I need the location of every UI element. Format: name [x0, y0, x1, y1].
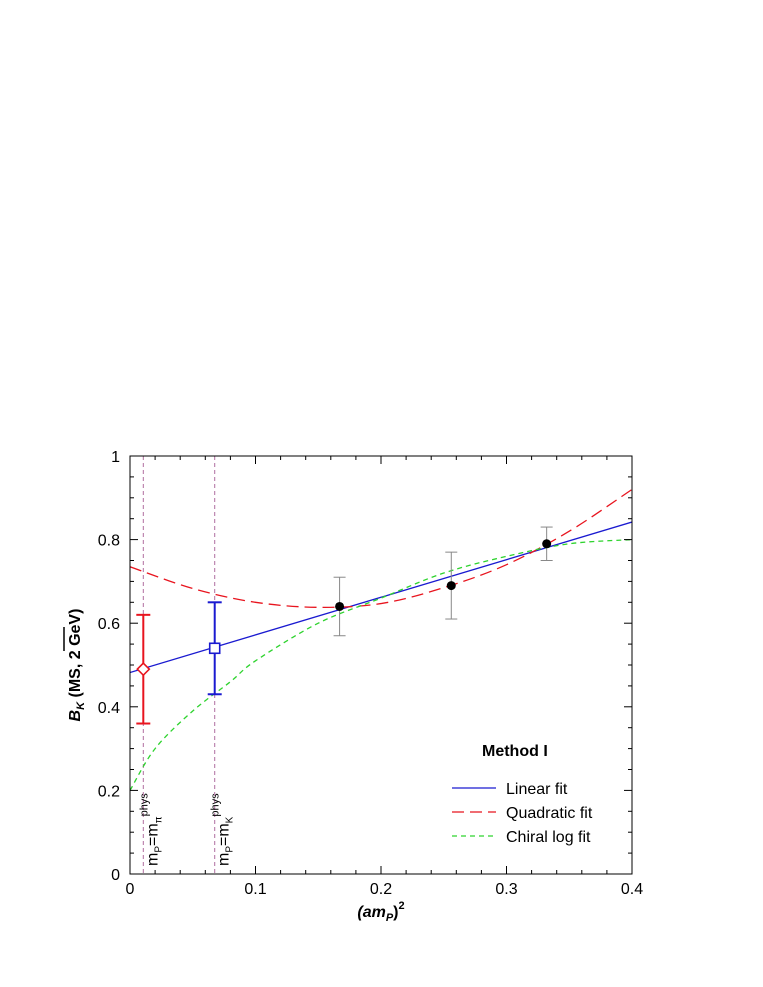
legend: Method I Linear fit Quadratic fit Chiral lo… [452, 743, 593, 846]
vline-label-1: mP=mKphys [210, 793, 236, 866]
reference-lines: mP=mπphys mP=mKphys [138, 456, 236, 874]
legend-label-1: Quadratic fit [506, 805, 593, 822]
y-tick-label: 0.2 [98, 783, 120, 800]
vline-label-0: mP=mπphys [138, 793, 164, 866]
data-point-1 [445, 551, 458, 620]
extrapolated-point-1 [207, 601, 222, 696]
legend-title: Method I [482, 743, 548, 760]
extrapolated-point-0 [136, 613, 151, 725]
data-points [136, 526, 553, 725]
axes [129, 455, 633, 875]
legend-label-0: Linear fit [506, 781, 568, 798]
x-tick-label: 0 [126, 881, 135, 898]
y-tick-label: 0.8 [98, 533, 120, 550]
legend-label-2: Chiral log fit [506, 829, 591, 846]
tick-labels: 0 0.1 0.2 0.3 0.4 0 0.2 0.4 0.6 0.8 1 [98, 449, 643, 898]
x-tick-label: 0.4 [621, 881, 643, 898]
y-tick-label: 0.6 [98, 616, 120, 633]
axis-titles: (amP)2 BK (MS, 2 GeV) [63, 609, 405, 924]
series-chiral-log-fit [130, 538, 632, 791]
y-tick-label: 0 [111, 867, 120, 884]
y-tick-label: 0.4 [98, 700, 120, 717]
fit-curves [130, 488, 632, 791]
x-tick-label: 0.2 [370, 881, 392, 898]
x-tick-label: 0.1 [244, 881, 266, 898]
data-point-0 [333, 576, 346, 637]
y-axis-title: BK (MS, 2 GeV) [67, 609, 87, 722]
series-linear-fit [130, 521, 632, 674]
x-axis-title: (amP)2 [357, 900, 404, 924]
data-point-2 [540, 526, 553, 561]
series-quadratic-fit [130, 488, 632, 608]
y-tick-label: 1 [111, 449, 120, 466]
x-tick-label: 0.3 [495, 881, 517, 898]
